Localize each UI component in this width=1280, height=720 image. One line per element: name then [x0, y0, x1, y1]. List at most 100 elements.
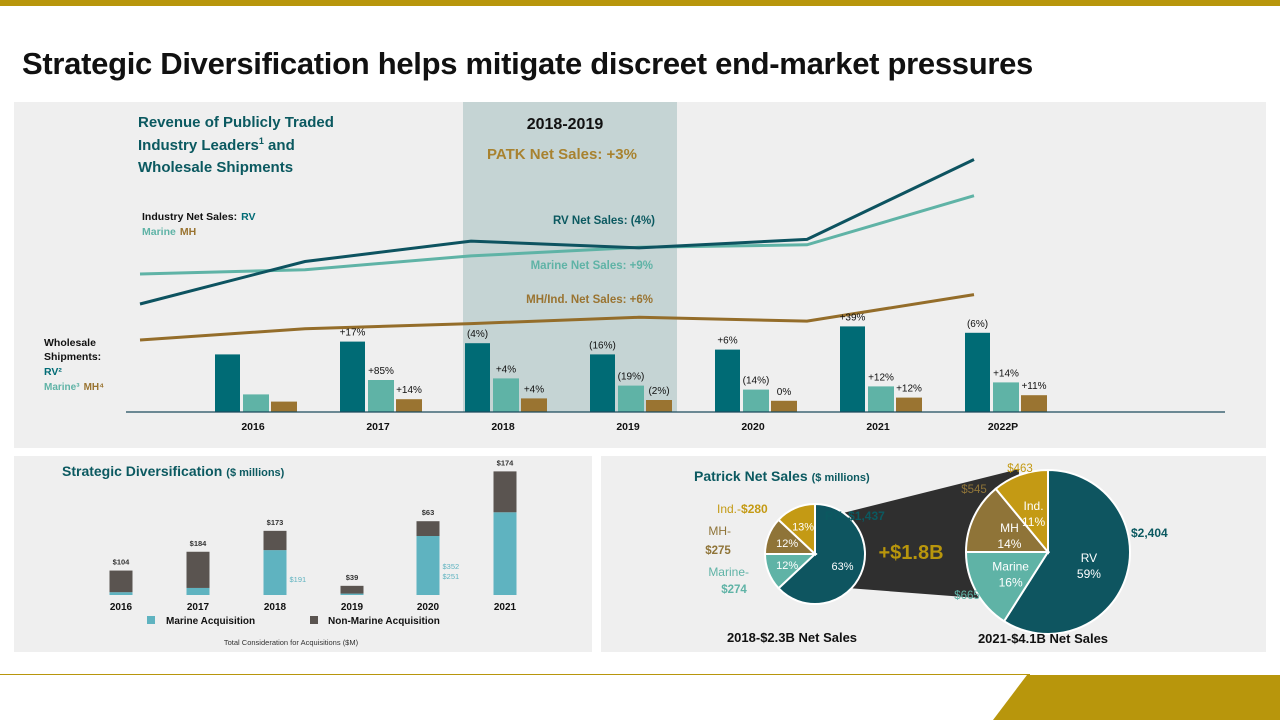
- shade-title: 2018-2019: [527, 116, 604, 133]
- pie-2021-pct-2: 14%: [997, 537, 1021, 551]
- x-tick-2021: 2021: [866, 421, 890, 433]
- industry-chart: 2018-2019 PATK Net Sales: +3% Revenue of…: [44, 102, 1225, 433]
- acq-bar-marine-2019: [340, 593, 364, 595]
- marine-2018-outside-1: Marine-: [708, 565, 749, 579]
- legend-marine: Marine: [142, 226, 176, 238]
- acq-bar-nonmarine-2021: [493, 471, 517, 513]
- pie-title: Patrick Net Sales ($ millions): [694, 468, 870, 484]
- acq-marine-label-2020: $352: [443, 562, 460, 571]
- acq-bar-marine-2021: [493, 512, 517, 595]
- wholesale-label-marine-2019: (19%): [618, 372, 645, 383]
- wholesale-label-mh-2022P: +11%: [1021, 381, 1046, 392]
- pie-2021-label-2: MH: [1000, 521, 1019, 535]
- wholesale-bar-rv-2020: [715, 349, 740, 412]
- acq-top-label-2016: $104: [113, 558, 131, 567]
- pie-2021-caption: 2021-$4.1B Net Sales: [978, 631, 1108, 646]
- footer-line: [0, 674, 1030, 675]
- rv-2018-outside: RV- $1,437: [825, 509, 885, 523]
- wholesale-bar-rv-2019: [590, 354, 615, 412]
- legend-marine-swatch: [147, 616, 155, 624]
- net-sales-chart: Patrick Net Sales ($ millions) 63% 12% 12% 1…: [694, 463, 1168, 646]
- acquisition-chart: Strategic Diversification ($ millions) $1…: [62, 458, 517, 647]
- ind-2018-outside-1: Ind.-: [717, 502, 741, 516]
- x-tick-2022P: 2022P: [988, 421, 1018, 433]
- pie-2021-pct-1: 16%: [999, 576, 1023, 590]
- pie-2018-pct-2: 12%: [776, 538, 798, 550]
- acq-top-label-2021: $174: [497, 458, 515, 467]
- x-tick-2018: 2018: [491, 421, 515, 433]
- acq-bar-marine-2020: [416, 536, 440, 595]
- ind-2021-outside: $463: [1007, 463, 1033, 475]
- wholesale-bar-rv-2016: [215, 354, 240, 412]
- acq-marine-label-2018: $191: [290, 575, 307, 584]
- wholesale-bar-mh-2017: [396, 399, 422, 412]
- x-tick-2019: 2019: [616, 421, 640, 433]
- chart-title-and: and: [264, 137, 295, 154]
- wholesale-bar-marine-2020: [743, 389, 769, 412]
- wholesale-label-marine-2022P: +14%: [993, 368, 1019, 379]
- industry-line-mh: [139, 293, 975, 342]
- chart-title-line-2-text: Industry Leaders: [138, 137, 259, 154]
- acq-x-tick-2020: 2020: [417, 602, 440, 613]
- pie-slice-2021-ind: [994, 468, 1049, 555]
- mh-2018-outside-2: $275: [705, 545, 731, 557]
- acq-marine-label-2-2020: $251: [443, 572, 460, 581]
- x-tick-2016: 2016: [241, 421, 265, 433]
- industry-line-marine: [139, 194, 975, 276]
- mh-line-label: MH/Ind. Net Sales: +6%: [526, 294, 653, 306]
- wholesale-marine: Marine³: [44, 382, 80, 393]
- wholesale-label-rv-2019: (16%): [589, 340, 616, 351]
- marine-line-label: Marine Net Sales: +9%: [531, 260, 653, 272]
- acq-x-tick-2021: 2021: [494, 602, 517, 613]
- line-series-group: [139, 158, 975, 342]
- wholesale-label-marine-2018: +4%: [496, 364, 516, 375]
- mh-2018-outside-1: MH-: [708, 524, 731, 538]
- legend-industry: Industry Net Sales: RV: [142, 211, 256, 223]
- pie-slice-2021-rv: [1002, 468, 1131, 635]
- shade-subtitle: PATK Net Sales: +3%: [487, 146, 637, 163]
- ind-2018-outside: Ind.-$280: [717, 502, 768, 516]
- pie-slice-2018-rv: [777, 502, 866, 605]
- acq-top-label-2020: $63: [422, 508, 435, 517]
- acq-top-label-2017: $184: [190, 539, 208, 548]
- wholesale-label-mh-2018: +4%: [524, 384, 544, 395]
- ind-2018-outside-2: $280: [741, 502, 768, 516]
- acq-x-tick-2016: 2016: [110, 602, 133, 613]
- chart-title-line-1: Revenue of Publicly Traded: [138, 114, 334, 131]
- footer-gold-wedge: [993, 675, 1280, 720]
- wholesale-bar-marine-2022P: [993, 382, 1019, 412]
- shade-2018-2019: [463, 102, 677, 412]
- wholesale-label-mh-2020: 0%: [777, 387, 792, 398]
- acq-title-units: ($ millions): [226, 467, 284, 479]
- industry-line-rv: [139, 158, 975, 306]
- legend-marine-acq: Marine Acquisition: [166, 616, 255, 627]
- top-accent-bar: [0, 0, 1280, 6]
- pie-slice-2018-ind: [777, 502, 816, 557]
- acq-bar-marine-2016: [109, 592, 133, 595]
- bar-series-group: +17%+85%+14%(4%)+4%+4%(16%)(19%)(2%)+6%(…: [215, 312, 1047, 412]
- acq-x-tick-2018: 2018: [264, 602, 287, 613]
- wholesale-label-rv-2018: (4%): [467, 329, 488, 340]
- pie-2021-label-1: Marine: [992, 560, 1029, 574]
- wholesale-label-1: Wholesale: [44, 337, 96, 349]
- x-tick-group: 2016 2017 2018 2019 2020 2021 2022P: [241, 421, 1018, 433]
- chart-title-sup: 1: [259, 136, 264, 146]
- legend-mh: MH: [180, 226, 196, 238]
- pie-2018-pct-1: 12%: [776, 560, 798, 572]
- rv-line-label: RV Net Sales: (4%): [553, 215, 655, 227]
- wholesale-bar-marine-2021: [868, 386, 894, 412]
- wholesale-mh: MH⁴: [84, 382, 105, 393]
- acq-title: Strategic Diversification ($ millions): [62, 463, 285, 479]
- acq-title-text: Strategic Diversification: [62, 463, 222, 479]
- wholesale-label-marine-2020: (14%): [743, 376, 770, 387]
- mh-2021-outside: $545: [961, 484, 987, 496]
- pie-2018: 63% 12% 12% 13%: [763, 502, 866, 605]
- wholesale-bar-rv-2022P: [965, 332, 990, 412]
- acq-top-label-2019: $39: [346, 573, 359, 582]
- wholesale-label-rv-2020: +6%: [717, 336, 737, 347]
- growth-label: +$1.8B: [878, 542, 943, 564]
- acq-footnote: Total Consideration for Acquisitions ($M…: [224, 638, 359, 647]
- pie-2021-pct-3: 11%: [1022, 515, 1045, 529]
- x-tick-2020: 2020: [741, 421, 765, 433]
- rv-2021-outside: $2,404: [1131, 526, 1168, 540]
